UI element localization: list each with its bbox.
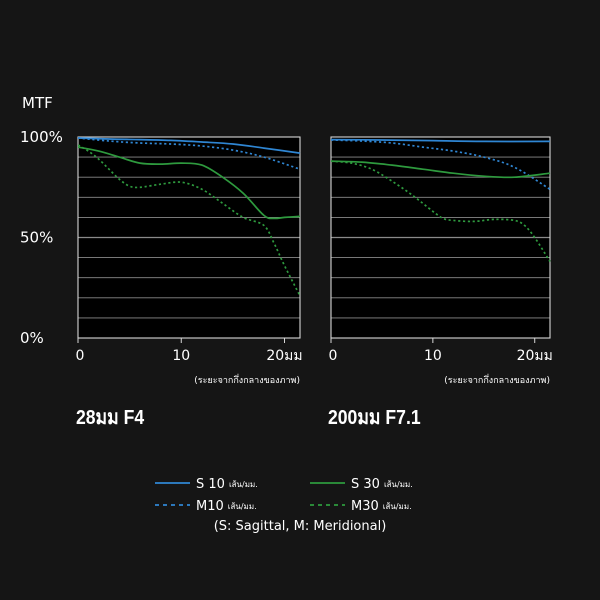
x-axis-caption: (ระยะจากกึ่งกลางของภาพ) bbox=[194, 373, 300, 386]
legend-label-s10: S 10 bbox=[196, 477, 225, 492]
legend-label-m10: M10 bbox=[196, 499, 224, 514]
x-tick-label: 0 bbox=[329, 348, 338, 364]
legend-note: (S: Sagittal, M: Meridional) bbox=[214, 519, 387, 534]
legend-unit: เส้น/มม. bbox=[384, 480, 413, 489]
y-axis-title: MTF bbox=[22, 94, 53, 112]
x-tick-label: 20มม bbox=[517, 348, 553, 364]
x-tick-label: 20มม bbox=[266, 348, 302, 364]
plot-frame bbox=[77, 136, 301, 339]
legend-unit: เส้น/มม. bbox=[228, 502, 257, 511]
series-line-s10 bbox=[78, 137, 301, 154]
series-line-m10 bbox=[78, 137, 301, 171]
panel-title: 200มม F7.1 bbox=[328, 406, 421, 428]
legend: S 10 เส้น/มม. M10 เส้น/มม. S 30 เส้น/มม. M30 เส… bbox=[155, 477, 413, 534]
x-tick-label: 0 bbox=[76, 348, 85, 364]
y-tick-label: 0% bbox=[20, 329, 44, 347]
plot-frame bbox=[330, 136, 551, 339]
mtf-panel-28mm: 0% 50% 100% 0 10 20มม (ระยะจากกึ่งกลางของภาพ) 2… bbox=[20, 128, 303, 428]
panel-title: 28มม F4 bbox=[76, 406, 145, 428]
legend-label-m30: M30 bbox=[351, 499, 379, 514]
x-tick-label: 10 bbox=[172, 348, 190, 364]
series-line-m10 bbox=[331, 139, 551, 191]
x-tick-label: 10 bbox=[424, 348, 442, 364]
legend-label-s30: S 30 bbox=[351, 477, 380, 492]
series-line-m30 bbox=[78, 144, 301, 297]
y-tick-label: 100% bbox=[20, 128, 63, 146]
mtf-panel-200mm: 0 10 20มม (ระยะจากกึ่งกลางของภาพ) 200มม F7.1 bbox=[328, 136, 553, 428]
series-line-m30 bbox=[331, 160, 551, 263]
series-line-s30 bbox=[78, 146, 301, 220]
y-tick-label: 50% bbox=[20, 229, 53, 247]
legend-unit: เส้น/มม. bbox=[383, 502, 412, 511]
legend-unit: เส้น/มม. bbox=[229, 480, 258, 489]
series-line-s10 bbox=[331, 138, 551, 143]
x-axis-caption: (ระยะจากกึ่งกลางของภาพ) bbox=[444, 373, 550, 386]
series-line-s30 bbox=[331, 160, 551, 179]
